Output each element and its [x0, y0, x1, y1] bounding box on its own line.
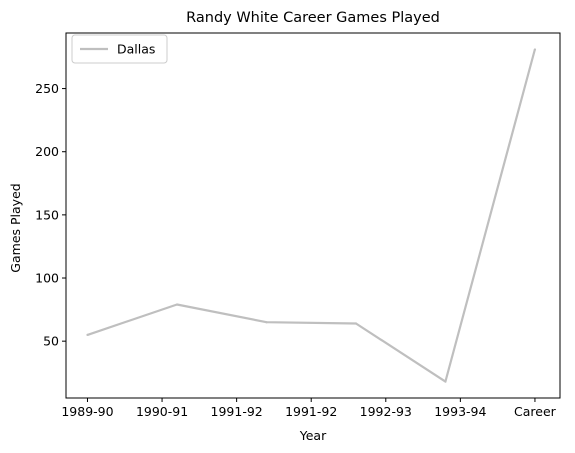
y-tick-label: 100 — [35, 271, 59, 286]
y-tick-label: 150 — [35, 207, 59, 222]
plot-area — [65, 32, 561, 399]
y-tick-label: 50 — [43, 334, 59, 349]
y-axis-label: Games Played — [8, 183, 23, 272]
series-layer — [86, 48, 537, 383]
legend-label: Dallas — [117, 42, 155, 57]
data-point — [86, 333, 89, 336]
plot-frame — [65, 32, 561, 399]
data-point — [354, 322, 358, 325]
data-point — [444, 380, 447, 383]
y-tick-label: 200 — [35, 144, 59, 159]
chart-title: Randy White Career Games Played — [186, 10, 440, 26]
x-tick-label: 1991-92 — [211, 404, 263, 419]
data-point — [533, 48, 537, 51]
y-tick-label: 250 — [35, 81, 59, 96]
data-point — [175, 303, 179, 306]
legend: Dallas — [71, 34, 168, 64]
x-tick-label: 1990-91 — [136, 404, 188, 419]
x-tick-label: 1993-94 — [434, 404, 486, 419]
y-axis: 50 100 150 200 250 — [35, 81, 66, 349]
series-line-dallas — [87, 49, 536, 383]
x-tick-label: 1991-92 — [285, 404, 337, 419]
x-tick-label: 1992-93 — [360, 404, 412, 419]
legend-box — [71, 34, 168, 64]
data-point — [265, 321, 268, 324]
x-tick-label: Career — [514, 404, 557, 419]
x-tick-label: 1989-90 — [61, 404, 113, 419]
x-axis: 1989-90 1990-91 1991-92 1991-92 1992-93 1993-… — [61, 398, 557, 419]
x-axis-label: Year — [299, 428, 327, 443]
